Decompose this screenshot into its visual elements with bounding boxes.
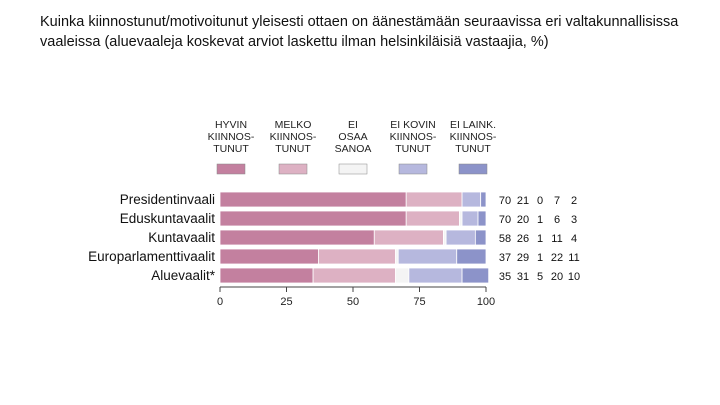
bar-segment [474,229,487,246]
bar-segment [445,229,476,246]
data-label: 3 [571,214,577,226]
data-label: 35 [499,271,511,283]
bar-segment [219,248,319,265]
legend-label: EI LAINK. [450,119,496,131]
legend-swatch [216,163,246,175]
bar-segment [461,267,490,284]
bar-segment [219,210,407,227]
bar-segment [408,267,463,284]
x-tick-label: 25 [280,296,292,308]
legend-label: KIINNOS- [208,131,255,143]
category-label: Aluevaalit* [151,268,216,283]
data-label: 11 [551,233,562,245]
category-label: Presidentinvaali [120,192,215,207]
legend-label: KIINNOS- [450,131,497,143]
data-label: 10 [568,271,580,283]
chart-title-line-1: Kuinka kiinnostunut/motivoitunut yleises… [40,14,679,30]
bar-segment [312,267,396,284]
data-label: 5 [537,271,543,283]
legend-label: HYVIN [215,119,247,131]
bar-segment [219,191,407,208]
data-label: 37 [499,252,511,264]
chart-title-line-2: vaaleissa (aluevaaleja koskevat arviot l… [40,34,549,50]
bar-segment [456,248,487,265]
legend-swatch [338,163,368,175]
data-label: 70 [499,195,511,207]
data-label: 58 [499,233,511,245]
category-label: Kuntavaalit [148,230,215,245]
legend-label: TUNUT [395,143,431,155]
bar-segment [405,191,463,208]
x-tick-label: 50 [347,296,359,308]
bar-segment [477,210,487,227]
bar-segment [219,267,314,284]
bar-segment [219,229,375,246]
bar-segment [397,248,458,265]
data-label: 21 [517,195,529,207]
bar-segment [461,191,482,208]
x-tick-label: 75 [413,296,425,308]
data-label: 1 [537,233,543,245]
data-label: 11 [568,252,579,264]
legend-label: EI KOVIN [390,119,436,131]
legend-label: SANOA [335,143,372,155]
legend-swatch [398,163,428,175]
x-tick-label: 100 [477,296,495,308]
legend-label: MELKO [275,119,312,131]
bar-segment [480,191,487,208]
data-label: 1 [537,214,543,226]
bar-segment [395,267,410,284]
data-label: 6 [554,214,560,226]
data-label: 70 [499,214,511,226]
legend-label: TUNUT [213,143,249,155]
data-label: 26 [517,233,529,245]
data-label: 20 [551,271,563,283]
data-label: 2 [571,195,577,207]
chart-title: Kuinka kiinnostunut/motivoitunut yleises… [40,12,700,52]
bar-segment [373,229,444,246]
data-label: 22 [551,252,563,264]
data-label: 0 [537,195,543,207]
x-tick-label: 0 [217,296,223,308]
legend-label: KIINNOS- [390,131,437,143]
legend-swatch [458,163,488,175]
legend-label: KIINNOS- [270,131,317,143]
data-label: 29 [517,252,529,264]
data-label: 7 [554,195,560,207]
legend-label: OSAA [338,131,367,143]
data-label: 20 [517,214,529,226]
category-label: Eduskuntavaalit [120,211,216,226]
legend-label: TUNUT [455,143,491,155]
bar-segment [318,248,396,265]
bar-segment [405,210,460,227]
category-label: Europarlamenttivaalit [88,249,215,264]
legend-label: EI [348,119,358,131]
legend-swatch [278,163,308,175]
data-label: 4 [571,233,577,245]
bar-segment [461,210,479,227]
data-label: 31 [517,271,529,283]
legend-label: TUNUT [275,143,311,155]
data-label: 1 [537,252,543,264]
